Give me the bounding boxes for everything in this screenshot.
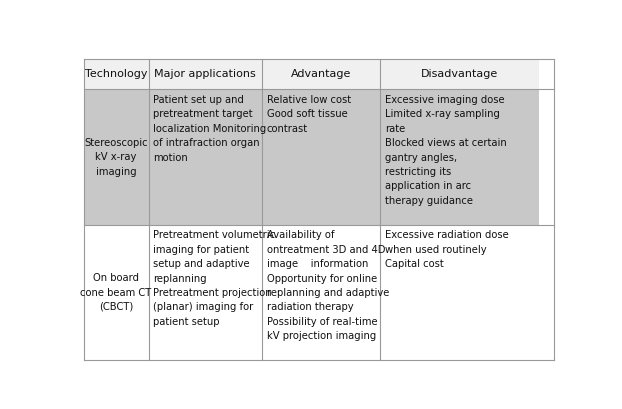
Text: Technology: Technology: [85, 69, 147, 79]
Bar: [149, 58, 262, 90]
Bar: [149, 225, 262, 360]
Bar: [262, 90, 380, 225]
Text: Patient set up and
pretreatment target
localization Monitoring
of intrafraction : Patient set up and pretreatment target l…: [154, 95, 267, 163]
Bar: [149, 90, 262, 225]
Text: Stereoscopic
kV x-ray
imaging: Stereoscopic kV x-ray imaging: [84, 138, 148, 177]
Bar: [380, 58, 539, 90]
Bar: [262, 225, 380, 360]
Bar: [83, 90, 149, 225]
Text: Major applications: Major applications: [154, 69, 256, 79]
Bar: [380, 225, 539, 360]
Text: Excessive radiation dose
when used routinely
Capital cost: Excessive radiation dose when used routi…: [385, 231, 509, 269]
Bar: [262, 58, 380, 90]
Text: Relative low cost
Good soft tissue
contrast: Relative low cost Good soft tissue contr…: [267, 95, 351, 134]
Text: Pretreatment volumetric
imaging for patient
setup and adaptive
replanning
Pretre: Pretreatment volumetric imaging for pati…: [154, 231, 276, 327]
Bar: [380, 90, 539, 225]
Text: Excessive imaging dose
Limited x-ray sampling
rate
Blocked views at certain
gant: Excessive imaging dose Limited x-ray sam…: [385, 95, 506, 206]
Text: On board
cone beam CT
(CBCT): On board cone beam CT (CBCT): [80, 273, 152, 312]
Text: Disadvantage: Disadvantage: [421, 69, 498, 79]
Bar: [83, 225, 149, 360]
Text: Advantage: Advantage: [290, 69, 351, 79]
Bar: [83, 58, 149, 90]
Text: Availability of
ontreatment 3D and 4D
image    information
Opportunity for onlin: Availability of ontreatment 3D and 4D im…: [267, 231, 389, 341]
